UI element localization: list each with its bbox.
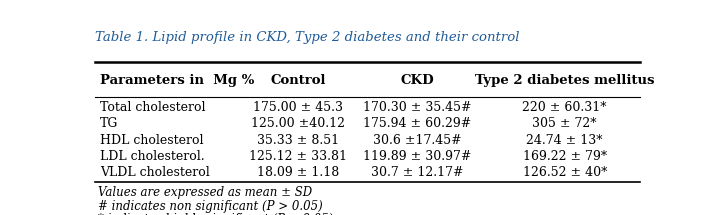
Text: Values are expressed as mean ± SD: Values are expressed as mean ± SD (98, 186, 312, 199)
Text: 18.09 ± 1.18: 18.09 ± 1.18 (257, 166, 339, 179)
Text: Control: Control (270, 74, 326, 87)
Text: # indicates non significant (P > 0.05): # indicates non significant (P > 0.05) (98, 200, 323, 213)
Text: Total cholesterol: Total cholesterol (100, 101, 205, 114)
Text: Table 1. Lipid profile in CKD, Type 2 diabetes and their control: Table 1. Lipid profile in CKD, Type 2 di… (95, 31, 520, 44)
Text: 125.12 ± 33.81: 125.12 ± 33.81 (249, 150, 347, 163)
Text: CKD: CKD (401, 74, 435, 87)
Text: 30.7 ± 12.17#: 30.7 ± 12.17# (371, 166, 464, 179)
Text: LDL cholesterol.: LDL cholesterol. (100, 150, 204, 163)
Text: HDL cholesterol: HDL cholesterol (100, 134, 203, 147)
Text: 170.30 ± 35.45#: 170.30 ± 35.45# (364, 101, 472, 114)
Text: Parameters in  Mg %: Parameters in Mg % (100, 74, 254, 87)
Text: 35.33 ± 8.51: 35.33 ± 8.51 (257, 134, 339, 147)
Text: 169.22 ± 79*: 169.22 ± 79* (523, 150, 607, 163)
Text: 305 ± 72*: 305 ± 72* (533, 117, 597, 131)
Text: 30.6 ±17.45#: 30.6 ±17.45# (373, 134, 462, 147)
Text: 175.94 ± 60.29#: 175.94 ± 60.29# (364, 117, 472, 131)
Text: 24.74 ± 13*: 24.74 ± 13* (526, 134, 603, 147)
Text: 119.89 ± 30.97#: 119.89 ± 30.97# (364, 150, 472, 163)
Text: 125.00 ±40.12: 125.00 ±40.12 (251, 117, 345, 131)
Text: 175.00 ± 45.3: 175.00 ± 45.3 (253, 101, 343, 114)
Text: VLDL cholesterol: VLDL cholesterol (100, 166, 209, 179)
Text: 126.52 ± 40*: 126.52 ± 40* (523, 166, 607, 179)
Text: TG: TG (100, 117, 118, 131)
Text: Type 2 diabetes mellitus: Type 2 diabetes mellitus (475, 74, 655, 87)
Text: 220 ± 60.31*: 220 ± 60.31* (523, 101, 607, 114)
Text: * indicates highly significant (P < 0.05): * indicates highly significant (P < 0.05… (98, 213, 333, 215)
